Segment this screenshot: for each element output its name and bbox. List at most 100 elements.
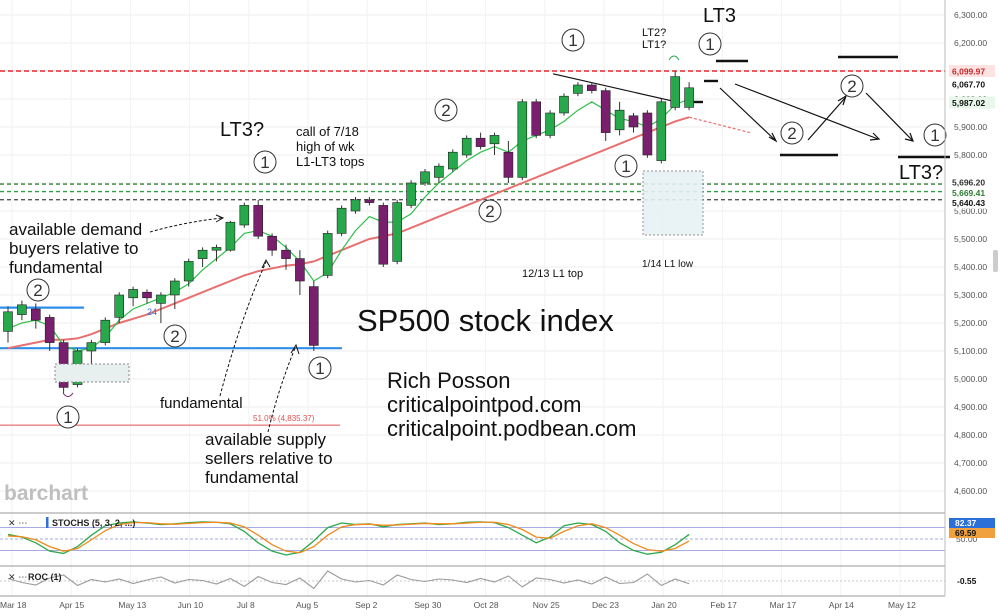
x-tick-11: Jan 20 <box>651 600 677 610</box>
stochs-d-line <box>7 521 690 554</box>
tag-ma-bg <box>949 96 995 109</box>
candle-body-25 <box>350 199 361 212</box>
candle-body-47 <box>656 101 667 161</box>
low-box-left <box>54 363 130 383</box>
axis-scroll-handle[interactable] <box>993 250 998 272</box>
candle-body-34 <box>475 137 486 147</box>
author-site-1: criticalpointpod.com <box>387 392 581 417</box>
candle-body-28 <box>392 202 403 262</box>
wave-circle-10 <box>780 121 804 145</box>
x-tick-15: May 12 <box>888 600 916 610</box>
roc-label: ROC (1) <box>28 572 62 582</box>
candle-body-13 <box>183 261 194 282</box>
candle-body-0 <box>3 311 13 332</box>
x-tick-9: Nov 25 <box>533 600 560 610</box>
fundamental-label: fundamental <box>160 395 243 412</box>
tag-gray-text: 5,640.43 <box>952 198 985 208</box>
candle-body-18 <box>253 205 263 237</box>
tag-ma-text: 5,987.02 <box>952 98 985 108</box>
support-lines <box>0 306 342 350</box>
top-1213-label: 12/13 L1 top <box>522 268 583 280</box>
tag-gray-bg <box>949 196 995 209</box>
projection-lines <box>62 55 950 397</box>
y-tick-5: 5,100.00 <box>954 346 987 356</box>
candle-body-10 <box>142 291 152 299</box>
chart-title: SP500 stock index <box>357 303 614 338</box>
y-tick-12: 5,800.00 <box>954 150 987 160</box>
candle-body-27 <box>378 205 389 265</box>
tag-last-bg <box>949 78 995 91</box>
x-tick-5: Aug 5 <box>296 600 318 610</box>
stochs-k-line <box>7 521 690 556</box>
annotation-arrows <box>149 214 300 433</box>
arc-low-left <box>62 392 74 397</box>
y-tick-6: 5,200.00 <box>954 318 987 328</box>
candle-body-6 <box>86 342 97 352</box>
wave-circle-2 <box>163 324 187 348</box>
supply-note-2: sellers relative to <box>205 449 333 468</box>
x-tick-2: May 13 <box>118 600 146 610</box>
proj-head-4 <box>904 132 914 142</box>
ma-slow-line <box>7 116 690 350</box>
wave-label-11: 2 <box>847 77 856 96</box>
wave-circle-3 <box>253 150 277 174</box>
low-box-jan <box>642 170 704 236</box>
candle-body-30 <box>420 171 430 184</box>
tag-red-bg <box>949 65 995 78</box>
ma-fast-line <box>7 98 690 352</box>
wave-label-12: 1 <box>930 126 939 145</box>
x-tick-13: Mar 17 <box>770 600 797 610</box>
candle-body-32 <box>447 151 458 170</box>
wave-label-2: 2 <box>170 327 179 346</box>
wave-label-1: 1 <box>63 408 72 427</box>
lt2-question: LT2? <box>642 27 666 39</box>
y-tick-9: 5,500.00 <box>954 234 987 244</box>
stochs-k-value: 82.37 <box>955 518 977 528</box>
proj-arrow-1 <box>719 87 776 141</box>
wave-circle-1 <box>56 405 80 429</box>
wave-label-0: 2 <box>33 281 42 300</box>
candle-body-41 <box>573 84 583 94</box>
wave-circle-8 <box>614 154 638 178</box>
low-114-label: 1/14 L1 low <box>642 259 694 270</box>
candle-body-7 <box>100 319 111 343</box>
candle-body-31 <box>434 165 444 178</box>
proj-head-3 <box>869 132 881 141</box>
candle-body-44 <box>614 109 625 131</box>
candle-body-15 <box>211 247 222 251</box>
proj-head-2 <box>837 94 848 106</box>
y-tick-16: 6,200.00 <box>954 38 987 48</box>
ma-slow-projection <box>688 116 751 134</box>
candle-body-37 <box>517 101 528 178</box>
tag-darkgreen-bg <box>949 176 995 189</box>
candle-body-48 <box>670 76 681 108</box>
stochs-tick-50: 50.00 <box>956 534 978 544</box>
roc-panel: -0.55 <box>0 570 977 590</box>
lt3-question-left: LT3? <box>220 119 264 141</box>
barchart-watermark: barchart <box>4 482 88 505</box>
demand-note-2: buyers relative to <box>9 239 138 258</box>
x-tick-3: Jun 10 <box>178 600 204 610</box>
candle-body-21 <box>295 258 305 282</box>
candle-body-45 <box>628 115 639 128</box>
stochs-label: STOCHS (5, 3, 2, ...) <box>52 518 135 528</box>
y-tick-1: 4,700.00 <box>954 458 987 468</box>
call-note-3: L1-LT3 tops <box>296 154 365 169</box>
candle-body-11 <box>156 294 166 304</box>
wave-label-9: 1 <box>705 35 714 54</box>
wave-circle-12 <box>923 123 947 147</box>
roc-collapse-icon[interactable]: ✕ ⋯ <box>8 573 27 583</box>
y-tick-3: 4,900.00 <box>954 402 987 412</box>
candle-body-33 <box>461 137 472 156</box>
roc-line <box>7 570 690 590</box>
author-site-2: criticalpoint.podbean.com <box>387 416 636 441</box>
demand-note-1: available demand <box>9 220 142 239</box>
wave-circle-6 <box>478 199 502 223</box>
stochs-collapse-icon[interactable]: ✕ ⋯ <box>8 519 27 529</box>
wave-label-7: 1 <box>568 31 577 50</box>
wave-label-10: 2 <box>787 124 796 143</box>
candle-body-24 <box>336 207 347 234</box>
candle-body-3 <box>44 317 55 343</box>
